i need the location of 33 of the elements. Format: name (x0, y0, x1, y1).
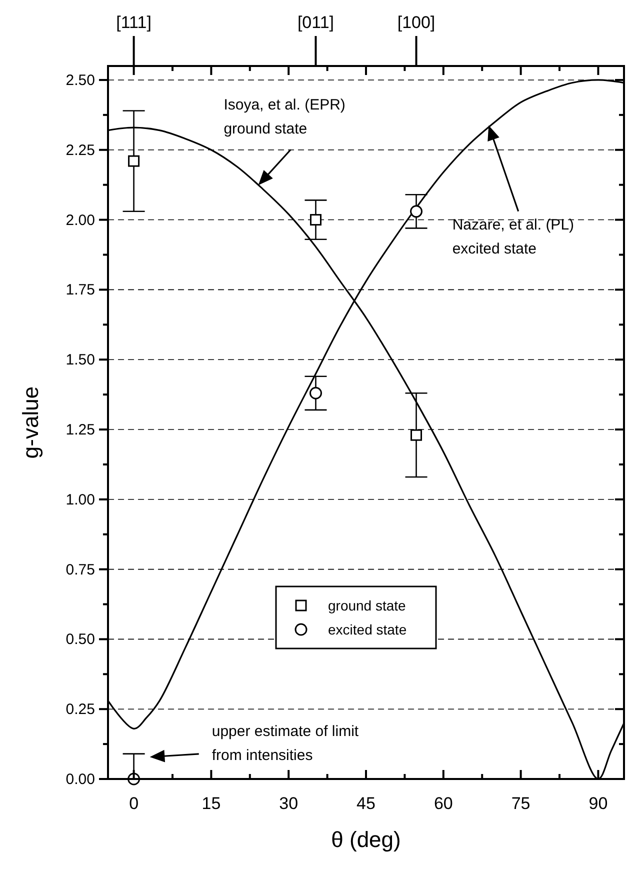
y-tick-label: 1.25 (66, 421, 95, 438)
x-tick-label: 0 (129, 794, 139, 813)
annotation: [100] (397, 13, 436, 32)
y-tick-label: 0.00 (66, 771, 95, 788)
x-tick-label: 75 (511, 794, 530, 813)
annotation: upper estimate of limit from intensities (212, 722, 360, 764)
x-tick-label: 15 (202, 794, 221, 813)
y-tick-label: 2.00 (66, 212, 95, 229)
y-axis-title: g-value (18, 386, 43, 459)
x-tick-label: 90 (588, 794, 608, 813)
annotation: [011] (297, 13, 334, 32)
legend-label: ground state (328, 597, 406, 614)
y-tick-label: 2.50 (66, 72, 95, 89)
y-tick-label: 0.25 (66, 701, 95, 718)
x-tick-label: 45 (356, 794, 376, 813)
y-tick-label: 0.50 (66, 631, 95, 648)
annotation: Nazare, et al. (PL) excited state (452, 216, 574, 258)
point (309, 386, 322, 400)
y-tick-label: 0.75 (66, 561, 95, 578)
y-tick-label: 1.75 (66, 282, 95, 299)
x-tick-label: 60 (434, 794, 453, 813)
point (310, 214, 322, 226)
legend-label: excited state (328, 621, 407, 638)
point (410, 429, 422, 441)
point (410, 205, 423, 218)
y-tick-label: 1.00 (66, 491, 95, 508)
y-tick-label: 2.25 (66, 142, 95, 159)
y-tick-label: 1.50 (66, 352, 95, 369)
x-axis-title: θ (deg) (331, 827, 401, 852)
point (128, 155, 140, 167)
annotation: Isoya, et al. (EPR) ground state (224, 96, 346, 138)
x-tick-label: 30 (279, 794, 298, 813)
annotation: [111] (116, 13, 152, 32)
